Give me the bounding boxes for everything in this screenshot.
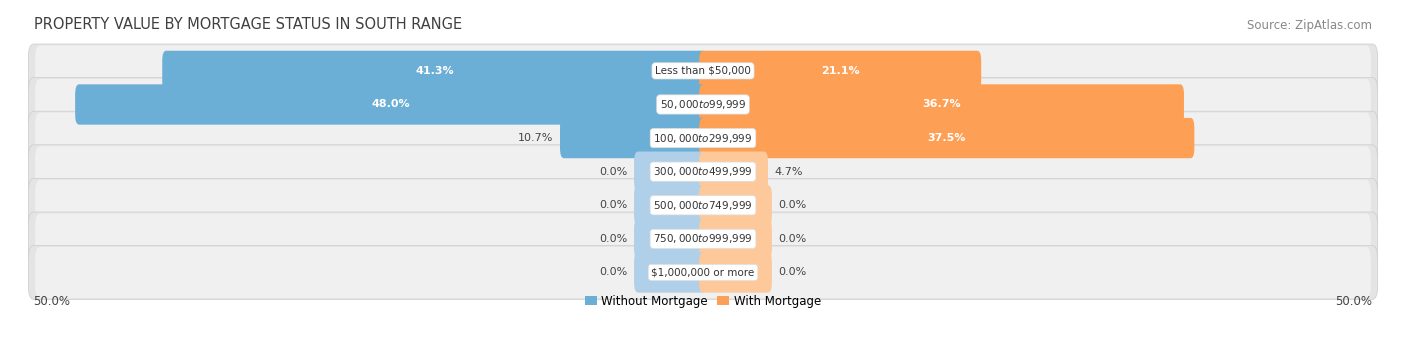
FancyBboxPatch shape (35, 247, 1371, 298)
Text: 21.1%: 21.1% (821, 66, 859, 76)
Text: 4.7%: 4.7% (775, 167, 803, 177)
Text: 0.0%: 0.0% (779, 200, 807, 210)
FancyBboxPatch shape (28, 178, 1378, 232)
Text: 0.0%: 0.0% (779, 234, 807, 244)
FancyBboxPatch shape (634, 252, 707, 293)
Text: 36.7%: 36.7% (922, 100, 960, 109)
Text: 0.0%: 0.0% (599, 167, 627, 177)
Text: 48.0%: 48.0% (371, 100, 411, 109)
FancyBboxPatch shape (699, 219, 772, 259)
FancyBboxPatch shape (28, 78, 1378, 131)
FancyBboxPatch shape (35, 45, 1371, 97)
FancyBboxPatch shape (634, 152, 707, 192)
FancyBboxPatch shape (634, 185, 707, 225)
Text: 0.0%: 0.0% (599, 200, 627, 210)
FancyBboxPatch shape (634, 219, 707, 259)
FancyBboxPatch shape (28, 245, 1378, 299)
FancyBboxPatch shape (75, 84, 707, 125)
FancyBboxPatch shape (699, 84, 1184, 125)
FancyBboxPatch shape (35, 79, 1371, 130)
FancyBboxPatch shape (28, 44, 1378, 98)
Text: 0.0%: 0.0% (779, 268, 807, 277)
Text: 0.0%: 0.0% (599, 234, 627, 244)
FancyBboxPatch shape (699, 185, 772, 225)
Text: 41.3%: 41.3% (415, 66, 454, 76)
Text: 37.5%: 37.5% (928, 133, 966, 143)
FancyBboxPatch shape (699, 152, 768, 192)
FancyBboxPatch shape (35, 146, 1371, 197)
FancyBboxPatch shape (28, 145, 1378, 199)
Text: 0.0%: 0.0% (599, 268, 627, 277)
Text: PROPERTY VALUE BY MORTGAGE STATUS IN SOUTH RANGE: PROPERTY VALUE BY MORTGAGE STATUS IN SOU… (34, 17, 461, 32)
Text: 10.7%: 10.7% (519, 133, 554, 143)
Text: $50,000 to $99,999: $50,000 to $99,999 (659, 98, 747, 111)
FancyBboxPatch shape (699, 252, 772, 293)
Text: 50.0%: 50.0% (34, 294, 70, 308)
FancyBboxPatch shape (28, 212, 1378, 266)
FancyBboxPatch shape (699, 51, 981, 91)
FancyBboxPatch shape (699, 118, 1194, 158)
Text: 50.0%: 50.0% (1336, 294, 1372, 308)
Text: $300,000 to $499,999: $300,000 to $499,999 (654, 165, 752, 178)
Text: Source: ZipAtlas.com: Source: ZipAtlas.com (1247, 19, 1372, 32)
Text: $1,000,000 or more: $1,000,000 or more (651, 268, 755, 277)
Text: Less than $50,000: Less than $50,000 (655, 66, 751, 76)
FancyBboxPatch shape (560, 118, 707, 158)
Legend: Without Mortgage, With Mortgage: Without Mortgage, With Mortgage (581, 290, 825, 312)
FancyBboxPatch shape (28, 111, 1378, 165)
Text: $750,000 to $999,999: $750,000 to $999,999 (654, 232, 752, 245)
FancyBboxPatch shape (35, 113, 1371, 164)
FancyBboxPatch shape (35, 213, 1371, 265)
FancyBboxPatch shape (35, 180, 1371, 231)
FancyBboxPatch shape (162, 51, 707, 91)
Text: $100,000 to $299,999: $100,000 to $299,999 (654, 132, 752, 144)
Text: $500,000 to $749,999: $500,000 to $749,999 (654, 199, 752, 212)
